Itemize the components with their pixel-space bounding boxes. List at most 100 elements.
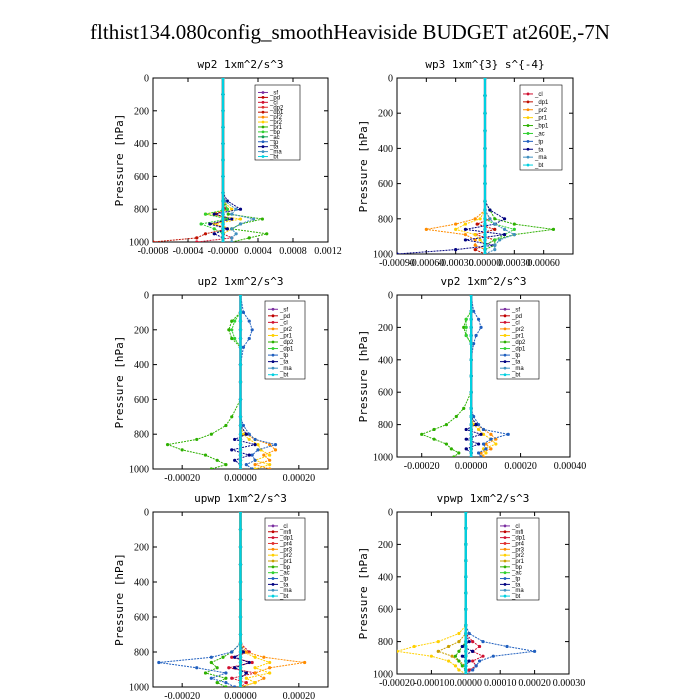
legend-label: _pd [511, 314, 522, 320]
series-point [457, 659, 461, 663]
panel-5: upwp 1xm^2/s^3 Pressure [hPa] 0 200 400 600 80… [113, 492, 329, 700]
panel-title: vpwp 1xm^2/s^3 [437, 492, 530, 505]
legend-marker [526, 92, 530, 96]
y-tick-label: 600 [378, 388, 393, 399]
series-point [153, 240, 155, 242]
series-point [397, 649, 399, 653]
legend: _sf_pd_cl_pr2_pr1_dp2_dp1_tp_ta_ma_bt [264, 300, 306, 380]
legend-label: _dp1 [279, 347, 294, 353]
y-tick-label: 400 [134, 360, 149, 371]
x-tick-label: 0.00000 [224, 473, 257, 484]
legend-label: _tp [279, 577, 289, 583]
series-point [230, 217, 234, 221]
legend-marker [261, 135, 265, 139]
y-axis-label: Pressure [hPa] [357, 330, 370, 423]
legend-box [496, 300, 540, 380]
series-point [512, 227, 516, 231]
series-point [212, 232, 216, 236]
series-point [453, 654, 458, 658]
series-point [238, 660, 243, 665]
series-point [268, 453, 272, 457]
series-point [238, 655, 243, 659]
series-point [464, 591, 468, 595]
legend-label: _bt [269, 155, 279, 161]
legend-marker [503, 536, 507, 540]
series-point [533, 649, 537, 653]
series-point [268, 463, 272, 467]
series-point [260, 217, 264, 221]
legend-label: _pr3 [511, 547, 525, 553]
legend-marker [261, 120, 265, 124]
series-group [153, 78, 269, 242]
series-point [483, 146, 487, 150]
legend-label: _bt [279, 594, 289, 600]
series-point [464, 512, 468, 514]
series-point [469, 325, 473, 329]
legend-label: _ma [511, 588, 524, 594]
legend-label: _pr4 [511, 541, 525, 547]
series-point [436, 649, 440, 653]
legend-box [519, 84, 563, 171]
series-point [481, 654, 485, 658]
series-point [195, 236, 199, 240]
series-point [494, 442, 498, 446]
series-point [247, 437, 251, 442]
x-tick-label: 0.00020 [518, 678, 551, 689]
series-point [469, 295, 473, 297]
series-point [471, 649, 475, 653]
series-point [477, 659, 482, 663]
series-point [227, 666, 231, 670]
series-point [474, 664, 478, 668]
series-point [225, 207, 229, 211]
series-point [498, 238, 502, 242]
series-point [483, 238, 487, 242]
series-point [221, 232, 225, 236]
y-tick-label: 0 [388, 291, 393, 302]
legend-marker [271, 530, 275, 534]
series-point [469, 423, 473, 427]
series-point [464, 325, 468, 329]
series-point [238, 666, 243, 670]
series-point [233, 685, 237, 687]
series-point [481, 640, 485, 644]
legend-label: _ma [279, 588, 292, 594]
series-point [469, 317, 473, 321]
series-point [180, 448, 184, 452]
series-point [247, 336, 251, 341]
series-point [469, 451, 473, 455]
series-point [262, 453, 266, 457]
series-point [262, 676, 266, 680]
legend-label: _pr2 [511, 327, 525, 333]
legend-label: _dp1 [279, 536, 294, 542]
series-point [244, 676, 248, 680]
legend-marker [261, 115, 265, 119]
series-point [454, 227, 458, 231]
x-tick-label: -0.0000 [208, 246, 239, 257]
legend-marker [271, 547, 275, 551]
legend-marker [503, 577, 507, 580]
series-point [203, 671, 208, 675]
legend-label: _dp1 [511, 536, 526, 542]
series-point [449, 447, 453, 451]
series-point [221, 207, 225, 211]
panel-4: vp2 1xm^2/s^3 Pressure [hPa] 0 200 400 600 800… [357, 275, 586, 472]
series-point [265, 232, 269, 236]
legend-marker [261, 150, 265, 154]
series-point [551, 227, 556, 231]
x-tick-label: -0.00020 [164, 473, 200, 484]
series-point [238, 463, 243, 467]
series-point [195, 437, 199, 442]
x-tick-label: 0.00030 [553, 678, 586, 689]
series-point [464, 659, 468, 663]
series-point [230, 236, 234, 240]
series-point [256, 448, 260, 452]
series-point [469, 374, 473, 378]
series-point [464, 333, 468, 338]
legend-marker [503, 571, 507, 575]
series-point [476, 317, 481, 321]
series-point [253, 458, 257, 462]
series-point [469, 390, 473, 394]
series-point [230, 415, 234, 419]
y-tick-label: 0 [144, 74, 149, 85]
y-axis-label: Pressure [hPa] [357, 547, 370, 640]
